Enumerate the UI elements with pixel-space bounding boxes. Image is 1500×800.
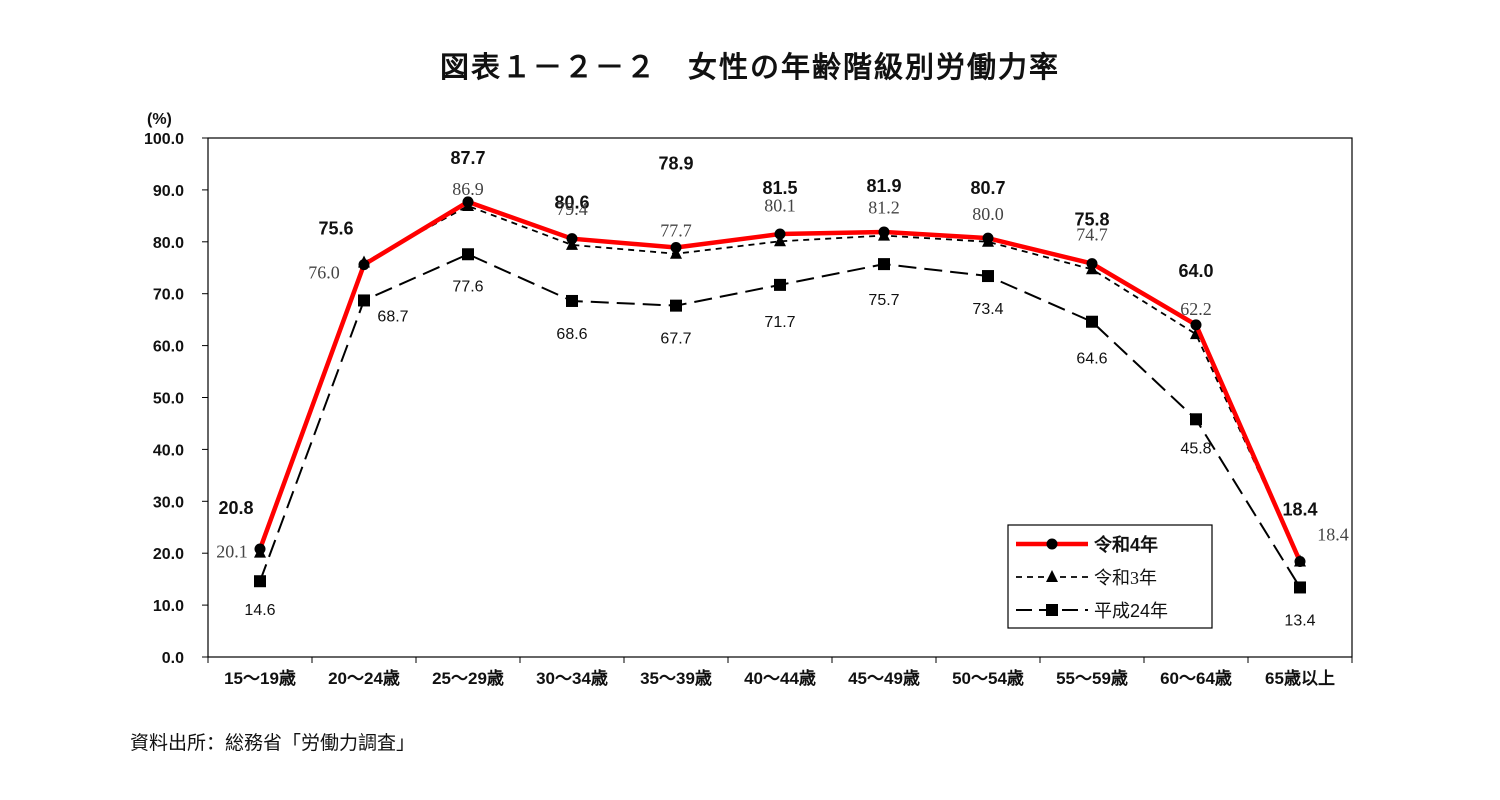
data-label-heisei24: 68.6	[556, 326, 587, 343]
x-tick-label: 30～34歳	[536, 668, 608, 688]
series-point-2	[462, 248, 474, 261]
series-point-0	[1086, 258, 1098, 270]
legend-marker-0	[1046, 538, 1058, 550]
x-tick-label: 35～39歳	[640, 668, 712, 688]
x-tick-label: 55～59歳	[1056, 668, 1128, 688]
series-point-2	[982, 270, 994, 283]
data-label-reiwa4: 18.4	[1282, 500, 1317, 520]
data-label-heisei24: 77.6	[452, 278, 483, 295]
data-label-reiwa3: 80.0	[972, 204, 1004, 224]
data-label-reiwa4: 75.8	[1074, 210, 1109, 230]
series-point-0	[566, 233, 578, 245]
data-label-reiwa3: 20.1	[216, 542, 248, 562]
y-tick-label: 70.0	[153, 287, 184, 304]
legend-label-1: 令和3年	[1094, 568, 1157, 588]
series-point-0	[878, 226, 890, 238]
series-point-2	[1294, 581, 1306, 594]
series-point-0	[254, 543, 266, 555]
y-tick-label: 30.0	[153, 494, 184, 511]
data-label-heisei24: 75.7	[868, 292, 899, 309]
data-label-heisei24: 14.6	[244, 602, 275, 619]
data-label-reiwa3: 76.0	[308, 263, 340, 283]
series-point-1	[774, 234, 786, 247]
data-label-reiwa4: 80.6	[554, 193, 589, 213]
data-label-heisei24: 73.4	[972, 301, 1003, 318]
y-tick-label: 20.0	[153, 546, 184, 563]
series-point-2	[566, 294, 578, 307]
legend-label-0: 令和4年	[1093, 534, 1158, 555]
data-label-reiwa3: 80.1	[764, 195, 796, 215]
data-label-reiwa4: 78.9	[658, 154, 693, 174]
series-point-0	[358, 259, 370, 271]
y-axis-label: (%)	[147, 111, 172, 128]
y-tick-label: 80.0	[153, 235, 184, 252]
x-tick-label: 15～19歳	[224, 668, 296, 688]
data-label-reiwa4: 80.7	[970, 178, 1005, 198]
legend-label-2: 平成24年	[1094, 601, 1168, 621]
chart-title: 図表１－２－２ 女性の年齢階級別労働力率	[439, 50, 1060, 84]
data-label-reiwa3: 62.2	[1180, 299, 1212, 319]
series-point-0	[1294, 556, 1306, 568]
x-tick-label: 60～64歳	[1160, 668, 1232, 688]
y-tick-label: 100.0	[144, 131, 184, 148]
data-label-reiwa3: 86.9	[452, 179, 484, 199]
series-point-0	[774, 228, 786, 240]
data-label-reiwa3: 77.7	[660, 221, 692, 241]
data-label-reiwa3: 74.7	[1076, 224, 1108, 244]
y-tick-label: 10.0	[153, 598, 184, 615]
legend-marker-1	[1046, 570, 1058, 582]
data-label-heisei24: 13.4	[1284, 612, 1315, 629]
y-tick-label: 50.0	[153, 391, 184, 408]
x-tick-label: 45～49歳	[848, 668, 920, 688]
data-label-reiwa3: 79.4	[556, 199, 588, 219]
series-point-2	[358, 294, 370, 307]
x-tick-label: 50～54歳	[952, 668, 1024, 688]
data-label-heisei24: 64.6	[1076, 351, 1107, 368]
data-label-heisei24: 45.8	[1180, 440, 1211, 457]
data-label-reiwa4: 75.6	[318, 219, 353, 239]
data-label-heisei24: 71.7	[764, 314, 795, 331]
series-point-2	[254, 575, 266, 588]
series-point-2	[774, 278, 786, 291]
series-point-2	[1086, 315, 1098, 328]
data-label-reiwa4: 64.0	[1178, 261, 1213, 281]
x-tick-label: 20～24歳	[328, 668, 400, 688]
x-tick-label: 65歳以上	[1265, 668, 1335, 688]
y-tick-label: 40.0	[153, 442, 184, 459]
data-label-heisei24: 68.7	[377, 308, 408, 325]
x-tick-label: 40～44歳	[744, 668, 816, 688]
data-label-reiwa3: 81.2	[868, 198, 900, 218]
series-point-0	[670, 242, 682, 254]
source-note: 資料出所：総務省「労働力調査」	[130, 732, 416, 754]
series-line-1	[259, 205, 1301, 562]
series-point-2	[878, 258, 890, 271]
legend-marker-2	[1046, 604, 1058, 616]
series-point-2	[670, 299, 682, 312]
y-tick-label: 60.0	[153, 339, 184, 356]
y-tick-label: 90.0	[153, 183, 184, 200]
data-label-reiwa4: 20.8	[218, 498, 253, 518]
data-label-reiwa4: 87.7	[450, 148, 485, 168]
series-line-0	[257, 199, 1303, 563]
x-tick-label: 25～29歳	[432, 668, 504, 688]
series-point-0	[982, 232, 994, 244]
data-label-reiwa4: 81.5	[762, 178, 797, 198]
data-label-heisei24: 67.7	[660, 331, 691, 348]
y-tick-label: 0.0	[162, 650, 184, 667]
series-point-2	[1190, 413, 1202, 426]
data-label-reiwa4: 81.9	[866, 176, 901, 196]
series-point-0	[1190, 319, 1202, 331]
series-point-0	[462, 196, 474, 208]
data-label-reiwa3: 18.4	[1317, 525, 1349, 545]
